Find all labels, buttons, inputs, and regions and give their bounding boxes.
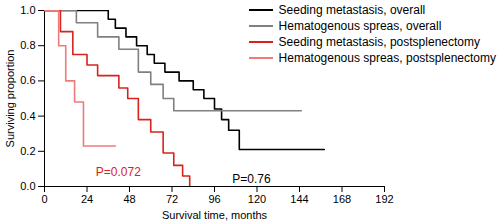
- svg-text:48: 48: [123, 193, 135, 205]
- svg-text:1.0: 1.0: [20, 4, 35, 16]
- html-text:Hematogenous spreas, postsplen: Hematogenous spreas, postsplenectomy: [278, 51, 496, 65]
- svg-text:0.4: 0.4: [20, 110, 35, 122]
- svg-text:192: 192: [375, 193, 393, 205]
- svg-text:0.0: 0.0: [20, 180, 35, 192]
- svg-text:0: 0: [41, 193, 47, 205]
- svg-text:96: 96: [208, 193, 220, 205]
- svg-text:P=0.76: P=0.76: [232, 172, 271, 186]
- html-text:Hematogenous spreas, overall: Hematogenous spreas, overall: [278, 19, 442, 33]
- svg-text:Survival time, months: Survival time, months: [162, 209, 268, 221]
- svg-text:0.8: 0.8: [20, 39, 35, 51]
- svg-text:168: 168: [333, 193, 351, 205]
- svg-text:P=0.072: P=0.072: [96, 165, 141, 179]
- svg-text:120: 120: [248, 193, 266, 205]
- html-text:Seeding metastasis, postsplene: Seeding metastasis, postsplenectomy: [278, 35, 480, 49]
- svg-text:144: 144: [290, 193, 308, 205]
- svg-text:Surviving proportion: Surviving proportion: [4, 50, 16, 148]
- html-text:Seeding metastasis, overall: Seeding metastasis, overall: [278, 3, 426, 17]
- svg-text:24: 24: [81, 193, 93, 205]
- svg-text:0.2: 0.2: [20, 145, 35, 157]
- svg-text:72: 72: [166, 193, 178, 205]
- svg-text:0.6: 0.6: [20, 74, 35, 86]
